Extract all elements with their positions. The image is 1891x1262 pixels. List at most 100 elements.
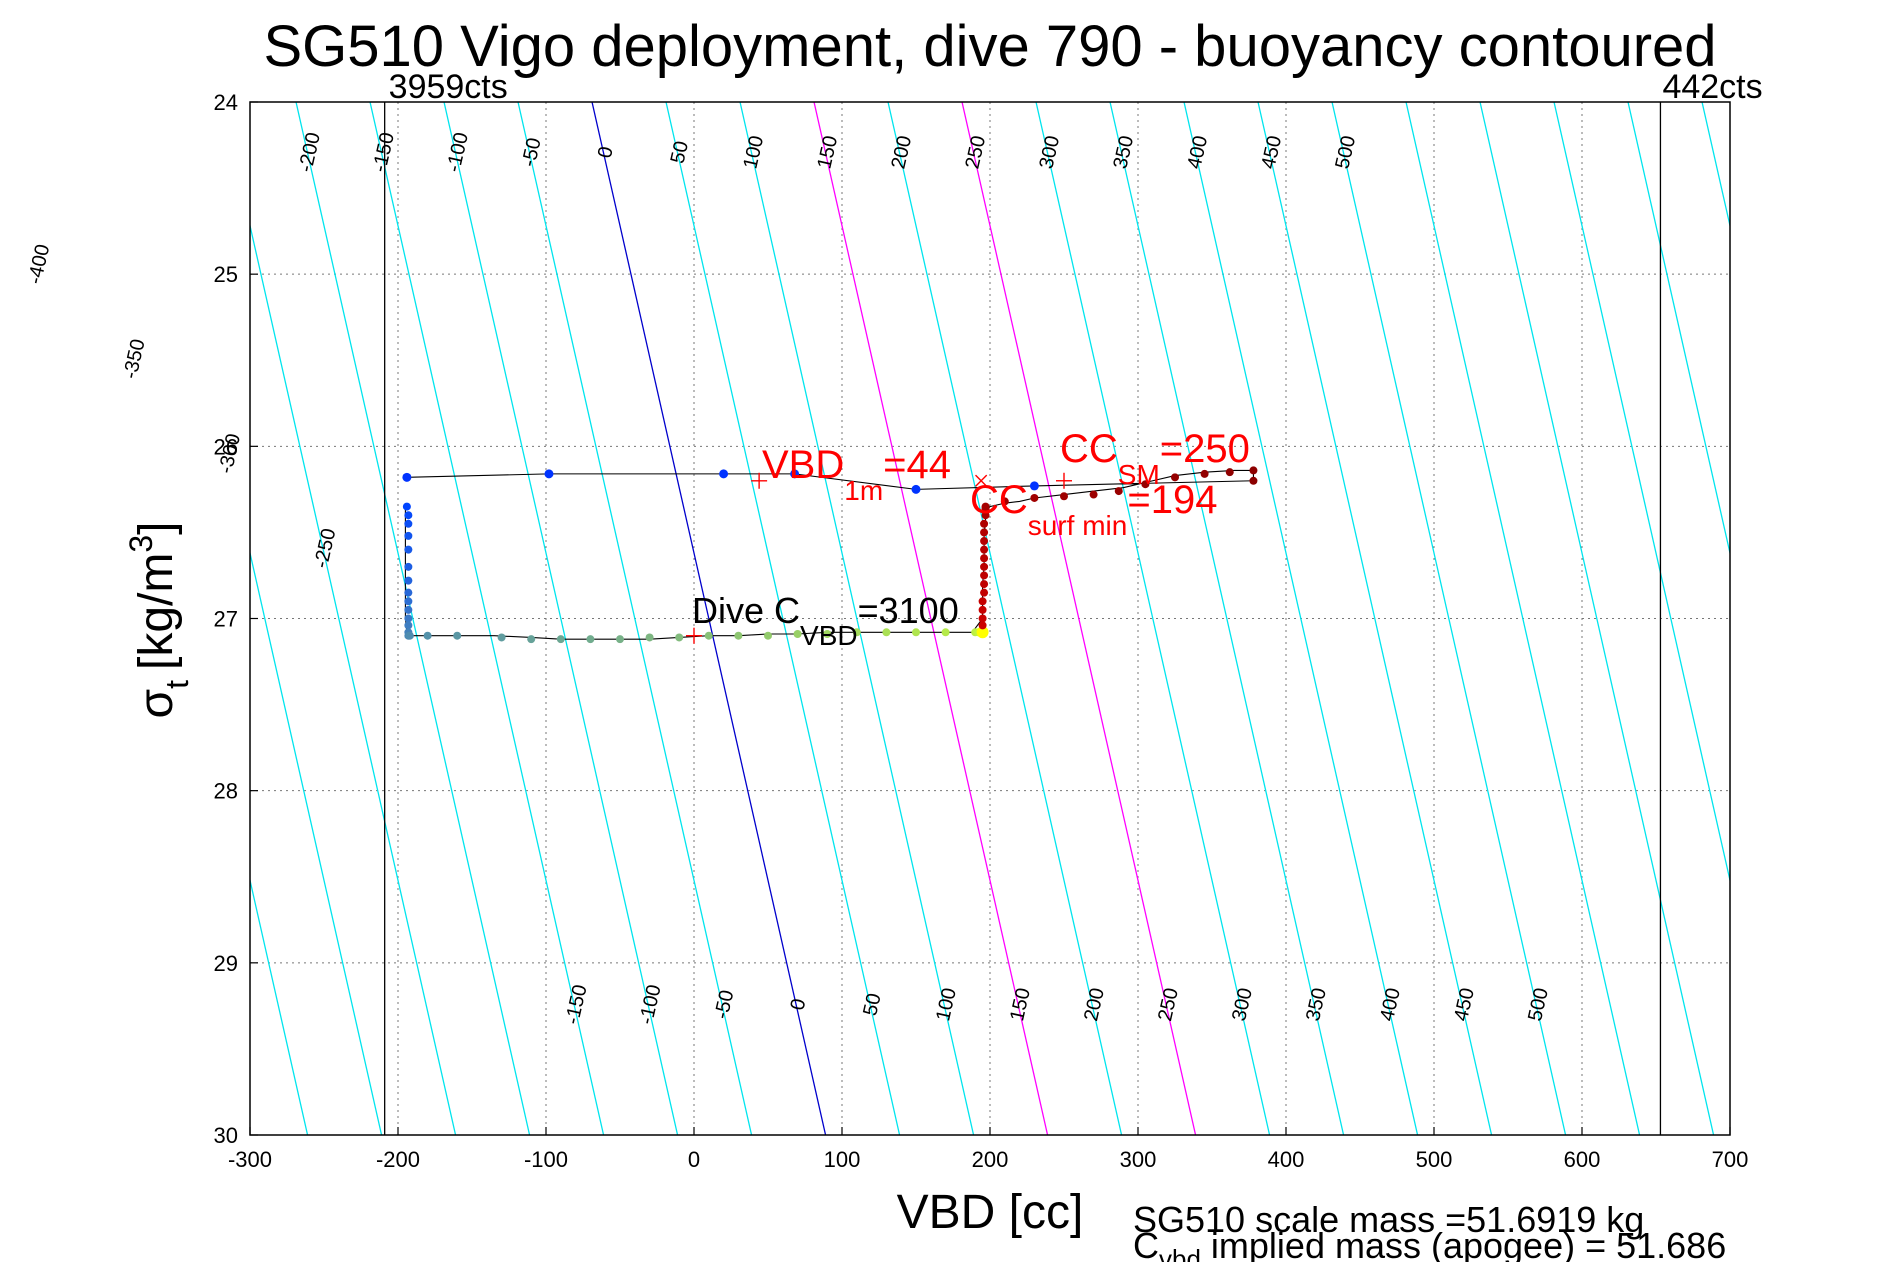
descent-point [675,633,684,642]
y-axis-ticks: 24 25 26 27 28 29 30 [214,90,258,1148]
ascent-point [1249,466,1258,475]
x-tick-label: 200 [972,1147,1009,1172]
descent-point [404,519,413,528]
descent-point [404,614,413,623]
buoyancy-contour-line [517,102,753,1135]
y-tick-label: 24 [214,90,238,115]
descent-point [404,511,413,520]
descent-point [556,635,565,644]
x-tick-label: 500 [1416,1147,1453,1172]
buoyancy-contour-line [1479,102,1715,1135]
descent-point [404,605,413,614]
y-tick-label: 27 [214,607,238,632]
ascent-point [978,621,987,630]
buoyancy-contour-line [1183,102,1419,1135]
vbd-limit-label: 3959cts [389,68,508,106]
x-tick-label: 700 [1712,1147,1749,1172]
descent-point [404,545,413,554]
x-tick-label: -200 [376,1147,420,1172]
descent-point [423,631,432,640]
implied-rest: implied mass (apogee) = 51.686 [1201,1225,1726,1262]
buoyancy-contour-line [443,102,679,1135]
y-tick-label: 29 [214,951,238,976]
descent-point [404,531,413,540]
dive-val: =3100 [858,590,959,631]
y-label-sup: 3 [123,535,159,553]
ascent-point [1141,480,1150,489]
ascent-point [978,614,987,623]
ascent-point [980,571,989,580]
ascent-point [980,554,989,563]
descent-point [941,628,950,637]
grid-lines [250,102,1730,1135]
ascent-point [978,597,987,606]
ascent-point [980,588,989,597]
vbd1m-main: VBD [762,443,844,487]
ascent-point [1171,473,1179,482]
descent-point [704,631,713,640]
buoyancy-contour-line [1331,102,1567,1135]
buoyancy-contour-line [250,550,383,1135]
buoyancy-contour-line [0,102,12,1135]
y-axis-label: σt [kg/m3] [123,521,195,718]
buoyancy-contour-line [369,102,605,1135]
ascent-point [981,502,990,511]
descent-point [404,621,413,630]
cc-surf-min-annotation: CCsurf min=194 [970,478,1217,541]
surface-point [790,469,800,479]
descent-point [852,628,861,637]
buoyancy-contour-line [1035,102,1271,1135]
contour-bottom-label: 50 [859,991,885,1018]
x-tick-label: 300 [1120,1147,1157,1172]
dive-sub: VBD [800,620,858,651]
buoyancy-contour-line [591,102,827,1135]
ascent-point [980,537,989,546]
buoyancy-contour-line [739,102,975,1135]
surface-point [544,469,554,479]
vbd1m-val: =44 [883,443,951,487]
buoyancy-contour-line [250,877,309,1135]
surface-point [402,472,412,482]
y-label-close: ] [130,521,183,534]
descent-point [586,635,595,644]
surface-point [1029,481,1039,491]
y-label-sub: t [159,680,195,689]
surface-point [719,469,729,479]
implied-mass-text: Cvbd implied mass (apogee) = 51.686 [1133,1225,1726,1262]
ascent-point [1000,497,1009,506]
buoyancy-contour-line [813,102,1049,1135]
x-tick-label: -300 [228,1147,272,1172]
y-tick-label: 26 [214,434,238,459]
ccsurf-sub: surf min [1028,510,1128,541]
ascent-point [980,528,989,537]
contour-top-label: 50 [667,139,693,166]
contour-top-label: 0 [594,144,618,160]
x-tick-label: 0 [688,1147,700,1172]
buoyancy-contours [0,102,1730,1135]
contour-top-label: -400 [24,242,54,286]
dive-main: Dive C [692,590,800,631]
descent-point [882,628,891,637]
vbd-1m-annotation: VBD1m=44 [762,443,951,506]
ccsm-main: CC [1060,427,1118,471]
descent-point [404,562,413,571]
ascent-point [980,519,989,528]
x-axis-label: VBD [cc] [897,1186,1084,1239]
descent-point [734,631,743,640]
y-label-sigma: σ [130,689,183,719]
descent-point [497,633,506,642]
ccsurf-main: CC [970,478,1028,522]
buoyancy-contour-line [1627,102,1730,556]
descent-point [645,633,654,642]
buoyancy-contour-line [1553,102,1730,884]
markers [686,472,1072,644]
buoyancy-contour-line [1109,102,1345,1135]
contour-bottom-label: 0 [787,997,811,1013]
descent-point [405,631,414,640]
marker-x-b [975,474,988,487]
ascent-point [978,605,987,614]
descent-point [764,631,772,640]
vbd-limit-lines: 3959cts 442cts [384,68,1763,1135]
ascent-point [980,545,989,554]
